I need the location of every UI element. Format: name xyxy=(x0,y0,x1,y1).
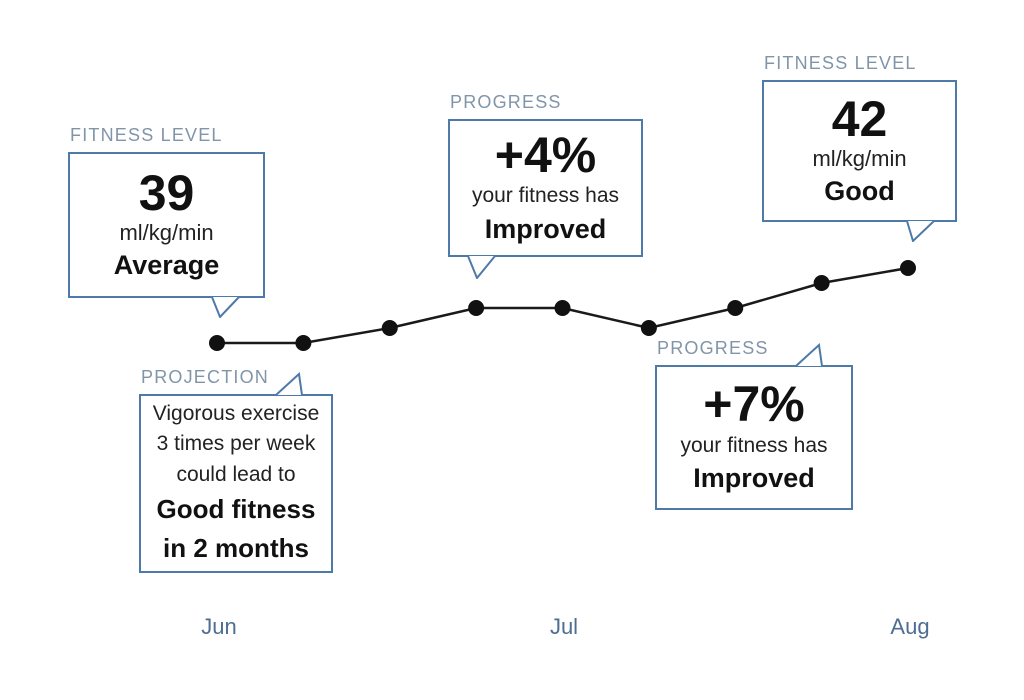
fitness-unit: ml/kg/min xyxy=(119,220,214,246)
speech-tail-down-icon xyxy=(211,296,240,318)
data-point-dot xyxy=(813,275,830,291)
callout-progress-end: PROGRESS +7% your fitness has Improved xyxy=(655,338,853,510)
progress-value: +7% xyxy=(703,376,805,433)
projection-text-bold: Good fitness xyxy=(156,494,316,525)
data-point-dot xyxy=(468,300,485,316)
callout-label: FITNESS LEVEL xyxy=(70,125,223,145)
callout-label: FITNESS LEVEL xyxy=(764,53,917,73)
projection-text-bold: in 2 months xyxy=(163,533,309,564)
data-point-dot xyxy=(209,335,225,351)
callout-box-fitness-end: 42 ml/kg/min Good xyxy=(762,80,957,222)
progress-text: your fitness has xyxy=(471,184,620,208)
data-point-dot xyxy=(900,260,916,276)
data-point-dot xyxy=(727,300,744,316)
callout-box-progress-end: +7% your fitness has Improved xyxy=(655,365,853,510)
progress-value: +4% xyxy=(494,126,597,183)
callout-progress-mid: PROGRESS +4% your fitness has Improved xyxy=(448,92,643,279)
callout-fitness-start: FITNESS LEVEL 39 ml/kg/min Average xyxy=(68,125,265,318)
data-point-dot xyxy=(640,320,657,336)
data-point-dot xyxy=(381,320,398,336)
progress-text: your fitness has xyxy=(680,433,828,457)
callout-label: PROGRESS xyxy=(450,92,562,112)
x-tick-label-jun: Jun xyxy=(201,614,237,639)
speech-tail-down-icon xyxy=(467,255,496,279)
speech-tail-down-icon xyxy=(906,220,935,242)
projection-text: could lead to xyxy=(176,462,296,486)
progress-text-bold: Improved xyxy=(693,463,815,494)
fitness-rating: Good xyxy=(824,176,895,206)
callout-projection: PROJECTION Vigorous exercise 3 times per… xyxy=(139,367,333,573)
callout-label: PROGRESS xyxy=(657,338,769,358)
callout-label: PROJECTION xyxy=(141,367,270,387)
data-point-dot xyxy=(295,335,312,351)
data-point-dot xyxy=(554,300,571,316)
projection-text: 3 times per week xyxy=(156,432,316,456)
progress-text-bold: Improved xyxy=(484,213,607,244)
fitness-value: 39 xyxy=(138,164,195,221)
callout-box-progress-mid: +4% your fitness has Improved xyxy=(448,119,643,257)
speech-tail-up-icon xyxy=(795,343,823,367)
speech-tail-up-icon xyxy=(275,372,303,396)
fitness-unit: ml/kg/min xyxy=(812,146,907,172)
callout-box-projection: Vigorous exercise 3 times per week could… xyxy=(139,394,333,573)
fitness-value: 42 xyxy=(831,90,888,147)
x-tick-label-jul: Jul xyxy=(549,614,579,639)
callout-fitness-end: FITNESS LEVEL 42 ml/kg/min Good xyxy=(762,53,957,242)
callout-box-fitness-start: 39 ml/kg/min Average xyxy=(68,152,265,298)
fitness-rating: Average xyxy=(113,250,220,280)
x-tick-label-aug: Aug xyxy=(890,614,930,639)
projection-text: Vigorous exercise xyxy=(152,401,320,425)
